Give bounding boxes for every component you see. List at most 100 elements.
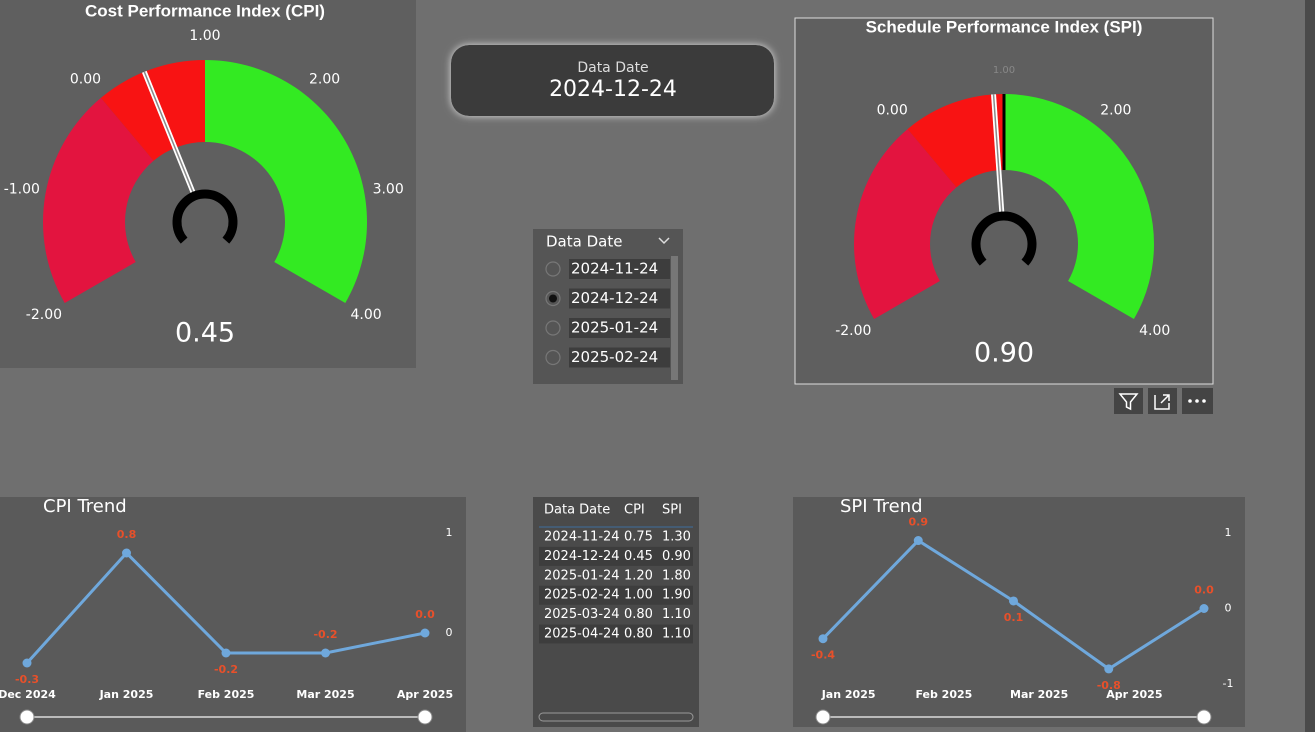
gauge-hub [172, 189, 238, 244]
slicer-item-bg [569, 259, 670, 279]
data-label: 0.9 [909, 516, 929, 529]
x-tick-label: Jan 2025 [821, 688, 876, 701]
table-cell: 0.75 [624, 530, 653, 545]
data-label: -0.2 [313, 628, 337, 641]
y-tick-label: -1 [1223, 677, 1234, 690]
table-header: CPI [624, 503, 645, 518]
table-cell: 1.90 [662, 588, 691, 603]
trend-point [1104, 664, 1114, 674]
table-cell: 1.10 [662, 607, 691, 622]
gauge-title: Cost Performance Index (CPI) [85, 1, 325, 20]
focus-icon [1154, 394, 1170, 410]
data-label: 0.1 [1004, 611, 1024, 624]
table-cell: 1.10 [662, 627, 691, 642]
table-scrollbar[interactable] [538, 712, 694, 722]
x-tick-label: Feb 2025 [915, 688, 972, 701]
table-row-bg [539, 585, 693, 605]
gauge-hub [971, 211, 1037, 266]
x-tick-label: Mar 2025 [296, 688, 354, 701]
gauge-band [1004, 94, 1154, 319]
gauge-tick-label: 2.00 [309, 72, 340, 88]
slicer-radio[interactable] [545, 349, 561, 366]
data-label: 0.8 [117, 528, 137, 541]
gauge-tick-label: 0.00 [877, 103, 908, 119]
gauge-tick-label: -2.00 [26, 307, 62, 323]
slicer-scrollbar[interactable] [671, 256, 678, 380]
trend-point [122, 548, 131, 558]
slicer-radio[interactable] [545, 320, 561, 336]
date-card-label: Data Date [577, 60, 648, 76]
gauge-band [907, 94, 1004, 188]
gauge-band [854, 129, 957, 319]
trend-point [321, 648, 330, 658]
gauge-tick-label: 1.00 [993, 65, 1015, 76]
range-slider-handle[interactable] [417, 709, 433, 725]
table-cell: 1.20 [624, 568, 653, 583]
date-card-value: 2024-12-24 [549, 77, 677, 102]
y-tick-label: 1 [1225, 526, 1232, 539]
spi-trend-panel [793, 497, 1245, 727]
table-cell: 2025-02-24 [544, 588, 620, 603]
trend-point [221, 648, 231, 658]
data-label: 0.0 [415, 608, 435, 621]
x-tick-label: Apr 2025 [1106, 688, 1162, 701]
range-slider-handle[interactable] [19, 709, 35, 725]
trend-point [420, 628, 430, 638]
y-tick-label: 1 [446, 526, 453, 539]
table-cell: 0.45 [624, 549, 653, 564]
slicer-option: 2025-01-24 [571, 319, 658, 337]
trend-point [22, 658, 32, 668]
data-label: -0.8 [1097, 679, 1121, 692]
data-label: -0.4 [811, 649, 835, 662]
trend-title: CPI Trend [43, 496, 127, 517]
slicer-option: 2024-12-24 [571, 289, 658, 307]
table-cell: 0.90 [662, 549, 691, 564]
trend-point [913, 536, 923, 546]
table-row-bg [539, 546, 693, 566]
filter-button[interactable] [1114, 388, 1143, 414]
slicer-chevron[interactable] [658, 237, 670, 245]
gauge-tick-label: 0.00 [70, 72, 101, 88]
trend-point [818, 634, 828, 644]
gauge-band [42, 97, 154, 303]
y-tick-label: 0 [1225, 602, 1232, 615]
slicer-item-bg [569, 347, 670, 368]
x-tick-label: Feb 2025 [198, 688, 255, 701]
x-tick-label: Apr 2025 [397, 688, 453, 701]
table-cell: 1.30 [662, 530, 691, 545]
data-label: -0.2 [214, 663, 238, 676]
data-label: -0.3 [15, 673, 39, 686]
dot [1202, 399, 1206, 403]
slicer-option: 2024-11-24 [571, 260, 658, 278]
slicer-radio[interactable] [545, 261, 561, 277]
table-cell: 2025-01-24 [544, 568, 620, 583]
slicer-radio-dot [549, 294, 557, 303]
filter-icon [1118, 393, 1139, 411]
gauge-tick-label: -2.00 [835, 323, 871, 339]
table-header: Data Date [544, 503, 610, 518]
gauge-value: 0.90 [974, 338, 1034, 369]
gauge-needle-core [992, 94, 1003, 215]
cpi-trend-panel [0, 497, 466, 732]
slicer-item-bg [569, 318, 670, 338]
gauge-needle-core [143, 71, 195, 195]
slicer-radio[interactable] [545, 290, 561, 307]
table-cell: 2024-11-24 [544, 530, 620, 545]
trend-title: SPI Trend [840, 496, 923, 517]
table-cell: 1.00 [624, 588, 653, 603]
table-cell: 0.80 [624, 607, 653, 622]
range-slider-handle[interactable] [1196, 709, 1212, 725]
table-cell: 2024-12-24 [544, 549, 620, 564]
gauge-tick-label: 2.00 [1100, 103, 1131, 119]
gauge-band [205, 60, 367, 303]
date-card [451, 45, 774, 116]
dot [1188, 399, 1192, 403]
range-slider-handle[interactable] [815, 709, 831, 725]
slicer-option: 2025-02-24 [571, 348, 658, 366]
trend-point [1199, 604, 1209, 613]
x-tick-label: Jan 2025 [99, 688, 154, 701]
gauge-tick-label: 1.00 [189, 28, 220, 44]
data-label: 0.0 [1194, 584, 1214, 597]
table-cell: 2025-03-24 [544, 607, 620, 622]
